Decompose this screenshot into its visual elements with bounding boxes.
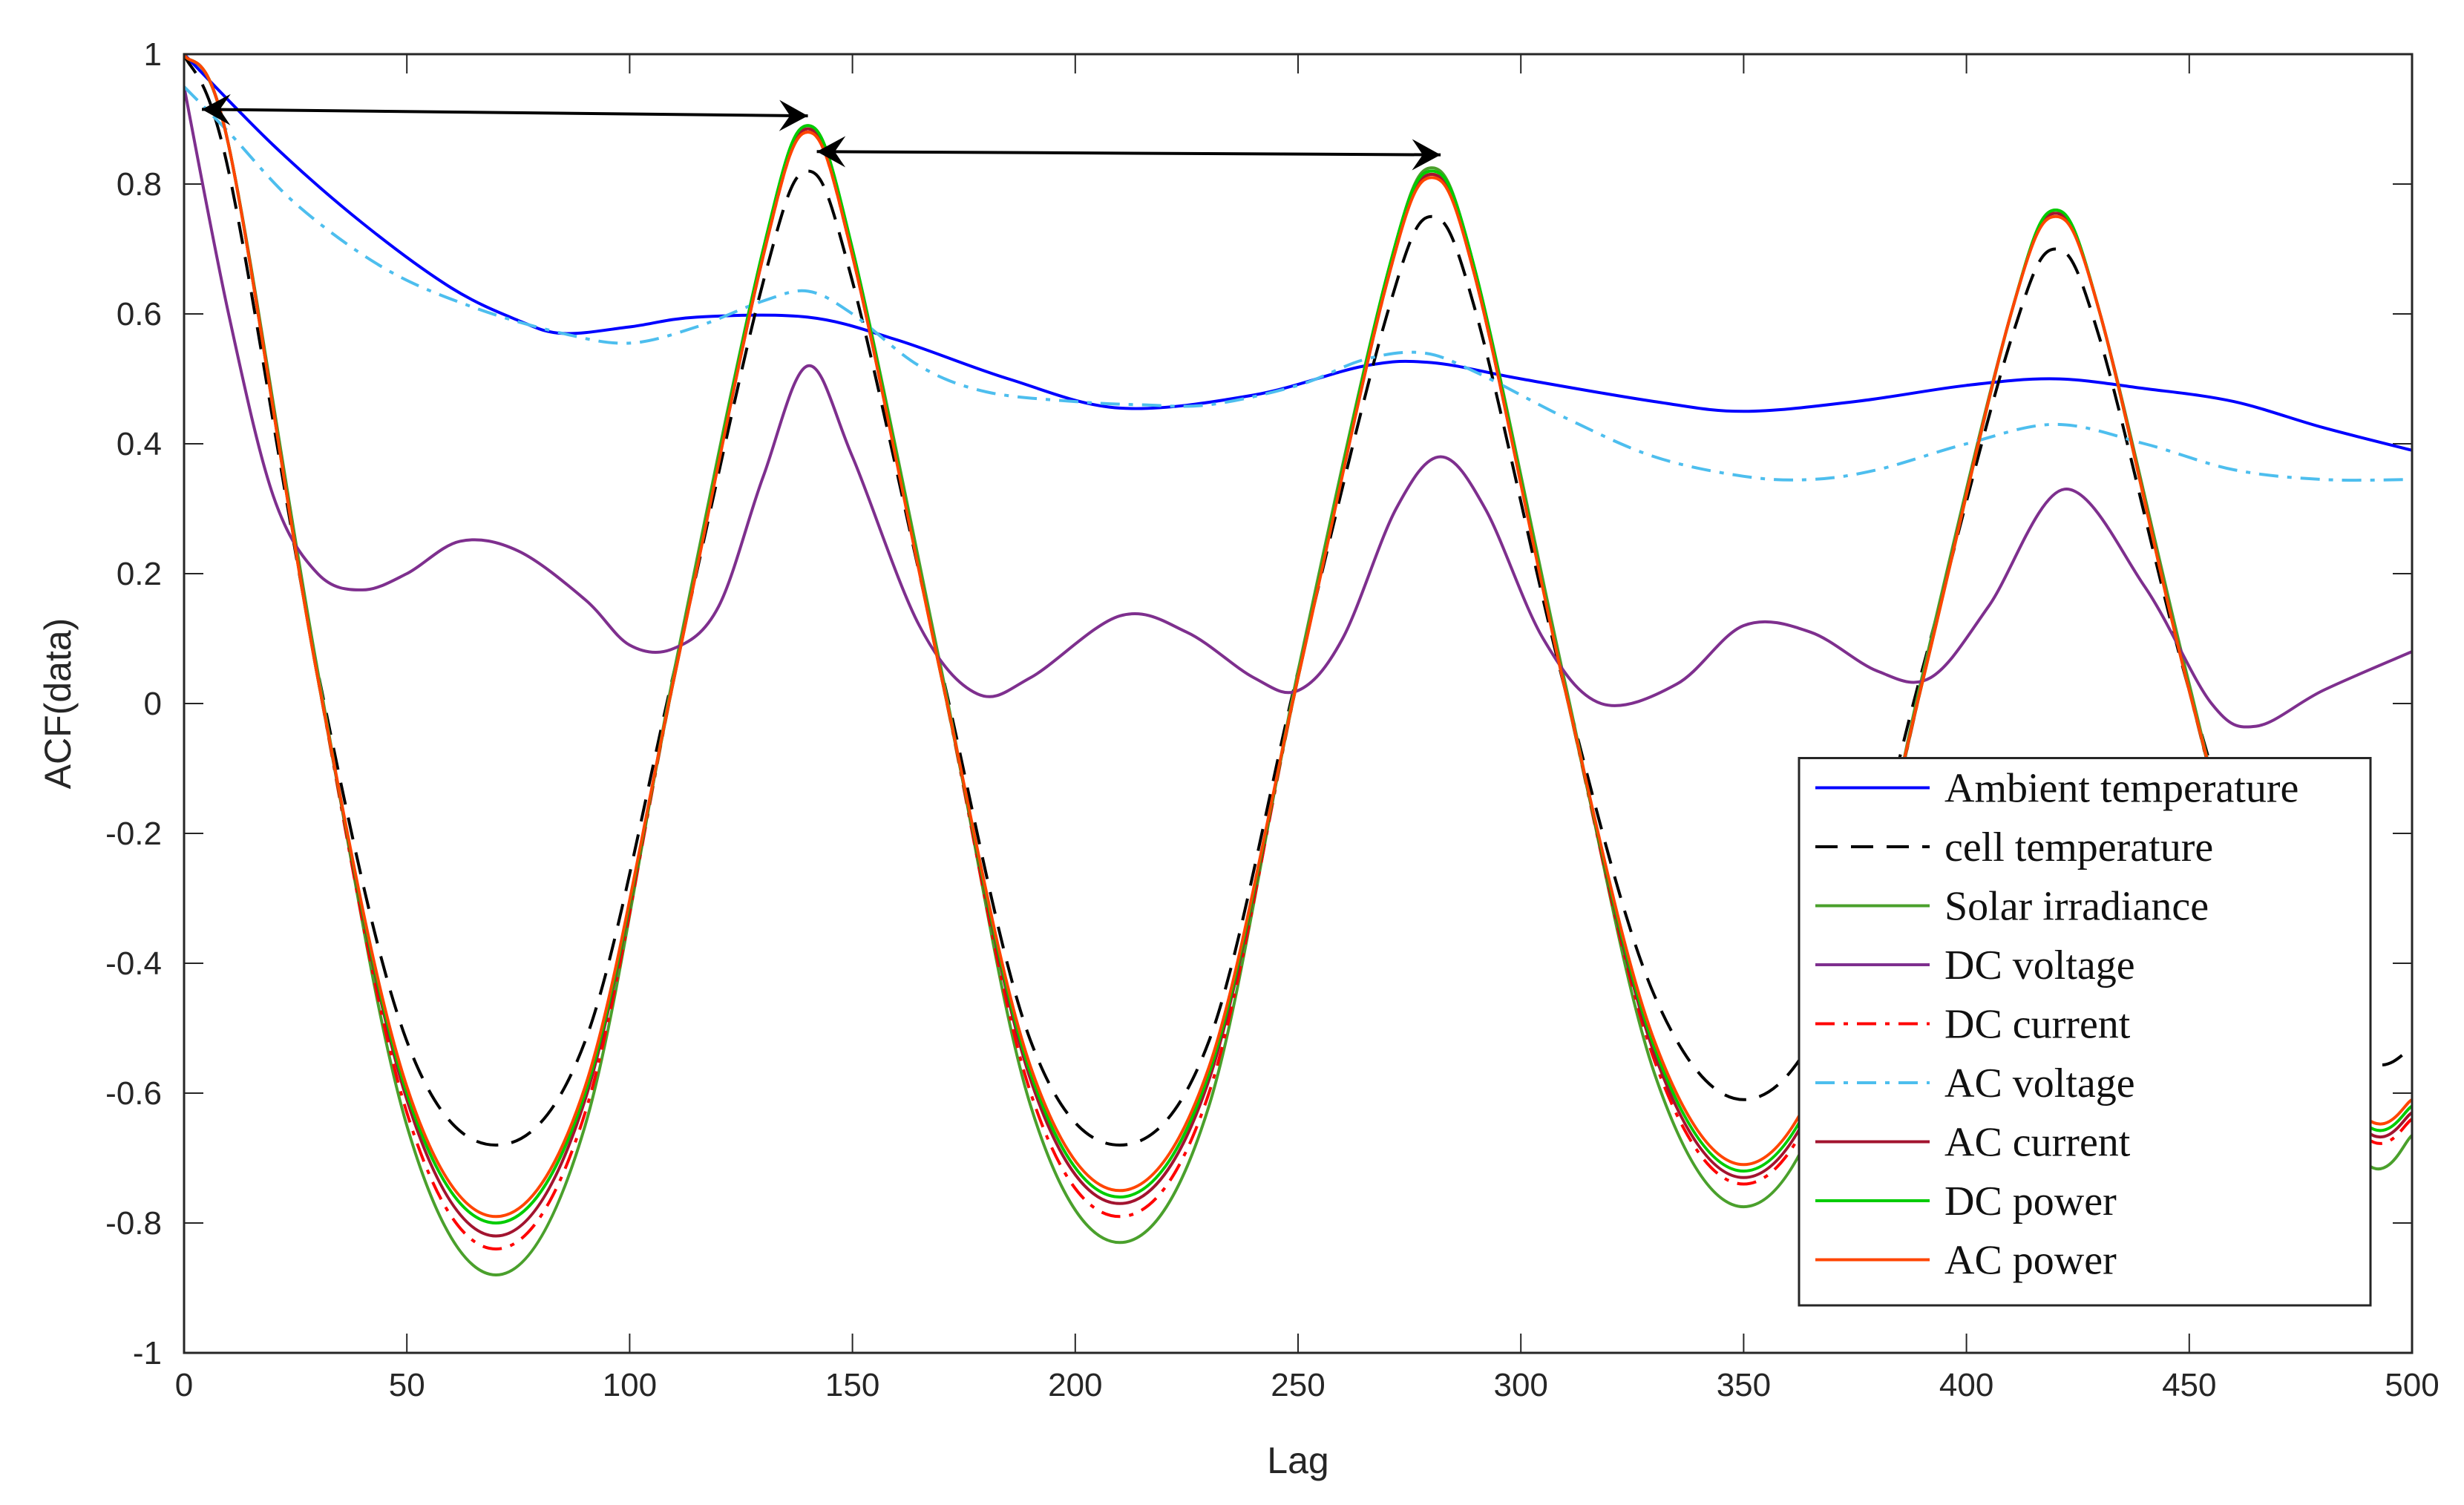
legend-label: AC current <box>1944 1120 2131 1166</box>
y-tick-label: -0.2 <box>105 816 162 852</box>
legend-item-ac-current: AC current <box>1815 1120 2131 1166</box>
x-tick-label: 250 <box>1271 1367 1325 1403</box>
legend-label: Ambient temperature <box>1944 766 2298 812</box>
x-tick-label: 50 <box>389 1367 425 1403</box>
y-tick-label: -0.6 <box>105 1075 162 1112</box>
period-arrow-1 <box>201 94 808 131</box>
legend-label: DC voltage <box>1944 942 2135 988</box>
y-tick-label: -1 <box>133 1335 162 1371</box>
legend-item-dc-voltage: DC voltage <box>1815 942 2135 988</box>
series-line-ambient-temperature <box>184 54 2412 452</box>
legend-box <box>1798 757 2372 1307</box>
legend-label: cell temperature <box>1944 824 2213 870</box>
legend-label: AC power <box>1944 1238 2117 1284</box>
x-tick-label: 100 <box>603 1367 657 1403</box>
y-tick-label: -0.4 <box>105 945 162 982</box>
legend: Ambient temperature cell temperature Solar… <box>1798 757 2372 1307</box>
x-tick-label: 0 <box>175 1367 193 1403</box>
legend-item-solar-irradiance: Solar irradiance <box>1815 884 2209 930</box>
y-tick-label: 0.2 <box>117 556 162 592</box>
y-tick-label: 0 <box>144 686 162 722</box>
legend-item-dc-power: DC power <box>1815 1178 2117 1224</box>
x-tick-label: 450 <box>2162 1367 2216 1403</box>
x-tick-label: 150 <box>825 1367 879 1403</box>
x-tick-label: 400 <box>1939 1367 1993 1403</box>
series-line-ac-voltage <box>184 85 2412 482</box>
series-line-dc-voltage <box>184 86 2412 729</box>
y-axis-label: ACF(data) <box>37 618 79 790</box>
legend-item-cell-temperature: cell temperature <box>1815 824 2213 870</box>
legend-item-ac-voltage: AC voltage <box>1815 1060 2135 1106</box>
legend-label: Solar irradiance <box>1944 884 2209 930</box>
x-tick-label: 300 <box>1493 1367 1547 1403</box>
y-tick-label: 0.4 <box>117 426 162 462</box>
legend-label: DC current <box>1944 1002 2131 1048</box>
legend-label: DC power <box>1944 1178 2117 1224</box>
period-arrow-2 <box>816 136 1441 171</box>
plot-frame <box>183 53 2414 1354</box>
y-tick-label: 1 <box>144 36 162 73</box>
y-tick-label: 0.8 <box>117 166 162 203</box>
y-tick-label: 0.6 <box>117 296 162 332</box>
x-tick-label: 350 <box>1717 1367 1771 1403</box>
x-tick-label: 500 <box>2385 1367 2439 1403</box>
legend-label: AC voltage <box>1944 1060 2135 1106</box>
x-tick-label: 200 <box>1048 1367 1102 1403</box>
x-axis-label: Lag <box>1267 1440 1328 1481</box>
legend-item-ambient-temperature: Ambient temperature <box>1815 766 2298 812</box>
legend-item-dc-current: DC current <box>1815 1002 2131 1048</box>
series-line-ac-power <box>184 54 2412 1219</box>
y-tick-label: -0.8 <box>105 1205 162 1242</box>
legend-item-ac-power: AC power <box>1815 1238 2117 1284</box>
